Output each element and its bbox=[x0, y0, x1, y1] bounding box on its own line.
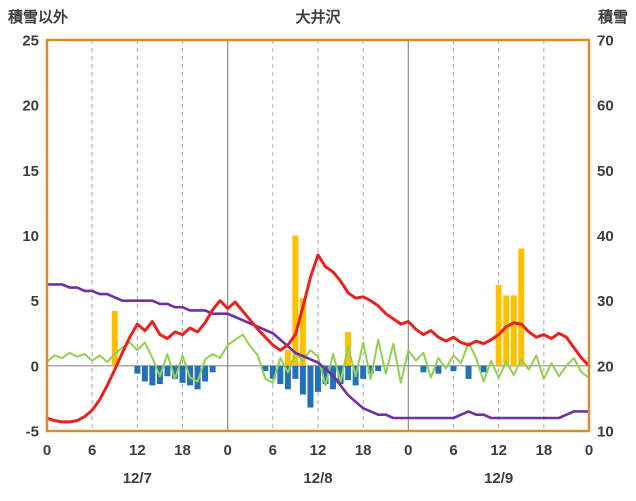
left-axis-tick-label: -5 bbox=[26, 424, 39, 441]
orange-bars-bar bbox=[299, 298, 306, 366]
blue-bars-bar bbox=[164, 365, 171, 377]
blue-bars-bar bbox=[345, 365, 352, 381]
x-axis-tick-label: 0 bbox=[585, 442, 593, 459]
date-label: 12/7 bbox=[123, 470, 152, 487]
date-label: 12/9 bbox=[484, 470, 513, 487]
x-axis-tick-label: 6 bbox=[88, 442, 96, 459]
left-axis-tick-label: 15 bbox=[22, 163, 39, 180]
blue-bars-bar bbox=[315, 365, 321, 392]
x-axis-tick-label: 18 bbox=[355, 442, 372, 459]
purple-line bbox=[45, 283, 591, 420]
blue-bars-bar bbox=[194, 365, 201, 390]
left-axis-tick-label: 20 bbox=[22, 98, 39, 115]
blue-bars-bar bbox=[262, 365, 269, 372]
blue-bars-bar bbox=[149, 365, 156, 386]
orange-bars-bar bbox=[284, 350, 291, 366]
blue-bars-bar bbox=[465, 365, 472, 379]
blue-bars-bar bbox=[299, 365, 306, 395]
x-axis-tick-label: 0 bbox=[404, 442, 412, 459]
blue-bars-bar bbox=[435, 365, 442, 374]
right-axis-tick-label: 70 bbox=[597, 33, 614, 50]
blue-bars-bar bbox=[134, 365, 141, 374]
chart-title: 大井沢 bbox=[295, 8, 341, 26]
left-axis-tick-label: 10 bbox=[22, 228, 39, 245]
left-axis-title: 積雪以外 bbox=[7, 8, 68, 26]
orange-bars-bar bbox=[111, 311, 118, 366]
right-axis-title: 積雪 bbox=[597, 8, 628, 26]
orange-bars-bar bbox=[518, 248, 525, 366]
right-axis-tick-label: 10 bbox=[597, 424, 614, 441]
blue-bars-bar bbox=[367, 365, 374, 374]
blue-bars-bar bbox=[420, 365, 427, 373]
blue-bars-bar bbox=[284, 365, 291, 390]
x-axis-tick-label: 12 bbox=[490, 442, 507, 459]
left-axis-tick-label: 5 bbox=[31, 293, 39, 310]
blue-bars-bar bbox=[375, 365, 382, 372]
blue-bars-bar bbox=[322, 365, 329, 385]
left-axis-tick-label: 25 bbox=[22, 33, 39, 50]
red-line bbox=[45, 253, 591, 424]
blue-bars-bar bbox=[171, 365, 178, 379]
blue-bars-bar bbox=[480, 365, 487, 373]
plot-frame bbox=[45, 38, 591, 433]
blue-bars-bar bbox=[292, 365, 299, 379]
orange-bars-bar bbox=[503, 295, 510, 366]
green-line bbox=[46, 333, 590, 387]
blue-bars-bar bbox=[277, 365, 284, 385]
blue-bars-bar bbox=[307, 365, 314, 408]
right-axis-tick-label: 30 bbox=[597, 293, 614, 310]
x-axis-tick-label: 18 bbox=[535, 442, 552, 459]
orange-bars-bar bbox=[510, 295, 517, 366]
blue-bars-bar bbox=[450, 365, 457, 372]
left-axis-tick-label: 0 bbox=[31, 358, 39, 375]
orange-bars-bar bbox=[292, 235, 299, 366]
x-axis-tick-label: 12 bbox=[310, 442, 327, 459]
x-axis-tick-label: 0 bbox=[43, 442, 51, 459]
blue-bars-bar bbox=[269, 365, 276, 379]
right-axis-tick-label: 40 bbox=[597, 228, 614, 245]
blue-bars-bar bbox=[337, 365, 344, 385]
x-axis-tick-label: 18 bbox=[174, 442, 191, 459]
orange-bars-bar bbox=[495, 285, 502, 366]
right-axis-tick-label: 50 bbox=[597, 163, 614, 180]
blue-bars-bar bbox=[141, 365, 148, 382]
blue-bars-bar bbox=[209, 365, 216, 373]
right-axis-tick-label: 60 bbox=[597, 98, 614, 115]
x-axis-tick-label: 6 bbox=[449, 442, 457, 459]
x-axis-tick-label: 12 bbox=[129, 442, 146, 459]
blue-bars-bar bbox=[202, 365, 209, 382]
blue-bars-bar bbox=[360, 365, 367, 379]
x-axis-tick-label: 0 bbox=[223, 442, 231, 459]
x-axis-tick-label: 6 bbox=[269, 442, 277, 459]
right-axis-tick-label: 20 bbox=[597, 358, 614, 375]
blue-bars-bar bbox=[179, 365, 186, 383]
date-label: 12/8 bbox=[303, 470, 332, 487]
